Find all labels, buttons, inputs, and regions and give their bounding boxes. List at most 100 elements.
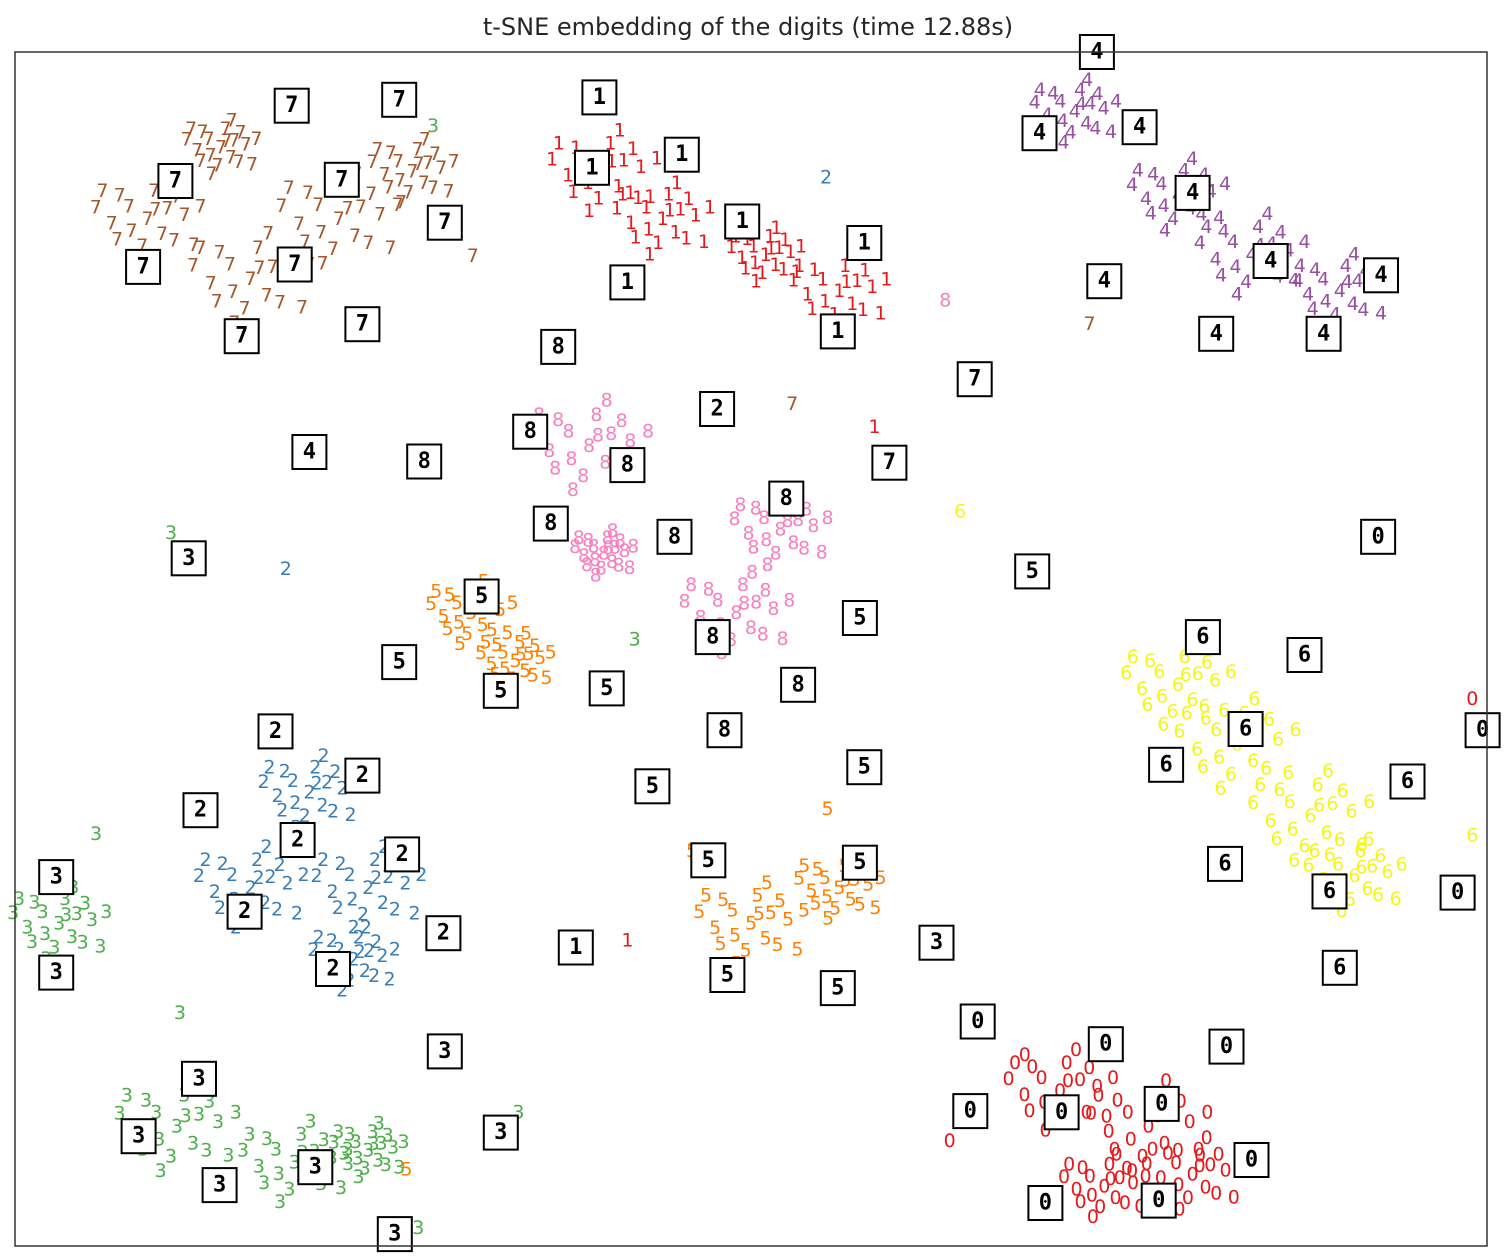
svg-text:4: 4	[1317, 321, 1330, 346]
thumbnail-digit-3: 3	[38, 859, 75, 896]
point-digit-4: 4	[1080, 112, 1092, 134]
point-digit-4: 4	[1294, 255, 1306, 277]
point-digit-8: 8	[750, 591, 762, 613]
point-digit-4: 4	[1054, 91, 1066, 113]
point-digit-1: 1	[640, 197, 652, 219]
point-digit-1: 1	[624, 182, 636, 204]
point-digit-1: 1	[764, 225, 776, 247]
point-digit-0: 0	[1200, 1177, 1212, 1199]
point-digit-7: 7	[234, 122, 246, 144]
thumbnail-digit-5: 5	[690, 842, 727, 879]
point-digit-8: 8	[712, 589, 724, 611]
point-digit-2: 2	[257, 771, 269, 793]
point-digit-5: 5	[798, 900, 810, 922]
thumbnail-digit-6: 6	[1321, 949, 1358, 986]
point-digit-0: 0	[1162, 1142, 1174, 1164]
point-digit-3: 3	[150, 1101, 162, 1123]
point-digit-4: 4	[1288, 269, 1300, 291]
point-digit-5: 5	[869, 897, 881, 919]
point-digit-4: 4	[1215, 264, 1227, 286]
point-digit-7: 7	[429, 143, 441, 165]
point-digit-0: 0	[1111, 1089, 1123, 1111]
point-digit-8: 8	[598, 543, 610, 565]
point-digit-6: 6	[1201, 651, 1213, 673]
point-digit-7: 7	[191, 139, 203, 161]
point-digit-0: 0	[1137, 1146, 1149, 1168]
point-digit-4: 4	[1091, 83, 1103, 105]
point-digit-5: 5	[822, 908, 834, 930]
thumbnail-digit-0: 0	[1027, 1185, 1064, 1221]
svg-text:8: 8	[544, 511, 557, 536]
point-digit-5: 5	[745, 913, 757, 935]
thumbnail-digit-5: 5	[819, 970, 856, 1007]
point-digit-6: 6	[1213, 747, 1225, 769]
svg-text:6: 6	[1401, 769, 1414, 794]
point-digit-7: 7	[214, 242, 226, 264]
point-digit-8: 8	[589, 549, 601, 571]
point-digit-6: 6	[1247, 750, 1259, 772]
point-digit-3: 3	[368, 1133, 380, 1155]
point-digit-3: 3	[37, 901, 49, 923]
point-digit-0: 0	[1204, 1154, 1216, 1176]
point-digit-5: 5	[729, 924, 741, 946]
point-digit-8: 8	[599, 452, 611, 474]
point-digit-7: 7	[317, 252, 329, 274]
point-digit-7: 7	[312, 194, 324, 216]
point-digit-7: 7	[204, 144, 216, 166]
point-digit-5: 5	[791, 938, 803, 960]
point-digit-6: 6	[1156, 686, 1168, 708]
point-digit-7: 7	[379, 164, 391, 186]
point-digit-8: 8	[581, 554, 593, 576]
point-digit-3: 3	[412, 1217, 424, 1239]
thumbnail-digit-1: 1	[609, 264, 646, 301]
point-digit-0: 0	[1110, 1187, 1122, 1209]
thumbnail-digit-2: 2	[315, 951, 351, 987]
point-digit-3: 3	[90, 823, 102, 845]
point-digit-4: 4	[1056, 110, 1068, 132]
point-digit-7: 7	[296, 297, 308, 319]
point-digit-2: 2	[274, 854, 286, 876]
point-digit-0: 0	[1084, 1165, 1096, 1187]
point-digit-1: 1	[583, 200, 595, 222]
point-digit-6: 6	[1210, 719, 1222, 741]
point-digit-7: 7	[435, 157, 447, 179]
point-digit-5: 5	[514, 631, 526, 653]
point-digit-5: 5	[752, 885, 764, 907]
point-digit-7: 7	[342, 197, 354, 219]
point-digit-6: 6	[1136, 678, 1148, 700]
point-digit-8: 8	[734, 494, 746, 516]
point-digit-8: 8	[745, 617, 757, 639]
svg-text:7: 7	[883, 450, 896, 475]
svg-text:4: 4	[1374, 263, 1387, 288]
svg-text:8: 8	[418, 449, 431, 474]
point-digit-2: 2	[217, 853, 229, 875]
point-digit-8: 8	[565, 448, 577, 470]
point-digit-5: 5	[714, 933, 726, 955]
point-digit-1: 1	[651, 148, 663, 170]
svg-text:4: 4	[1133, 115, 1146, 140]
thumbnail-digit-4: 4	[291, 434, 328, 470]
point-digit-6: 6	[1356, 834, 1368, 856]
thumbnail-digit-2: 2	[699, 391, 736, 427]
point-digit-4: 4	[1348, 244, 1360, 266]
svg-text:0: 0	[1155, 1091, 1168, 1116]
point-digit-1: 1	[747, 235, 759, 257]
svg-text:3: 3	[494, 1120, 507, 1145]
point-digit-4: 4	[1089, 117, 1101, 139]
point-digit-3: 3	[342, 1139, 354, 1161]
thumbnail-digit-6: 6	[1207, 845, 1243, 882]
point-digit-5: 5	[700, 885, 712, 907]
point-digit-8: 8	[777, 628, 789, 650]
svg-text:3: 3	[309, 1155, 322, 1180]
point-digit-6: 6	[1272, 729, 1284, 751]
point-digit-6: 6	[1157, 714, 1169, 736]
point-digit-6: 6	[1127, 646, 1139, 668]
point-digit-3: 3	[427, 115, 439, 137]
point-digit-1: 1	[840, 271, 852, 293]
point-digit-2: 2	[359, 960, 371, 982]
svg-text:5: 5	[858, 755, 871, 780]
point-digit-0: 0	[1091, 1076, 1103, 1098]
point-digit-0: 0	[1201, 1101, 1213, 1123]
thumbnail-digit-1: 1	[574, 149, 610, 186]
svg-text:8: 8	[780, 486, 793, 511]
